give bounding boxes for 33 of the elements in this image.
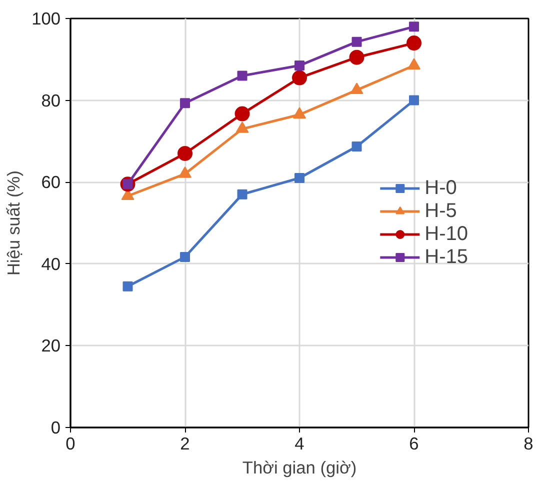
y-tick-label: 100	[32, 8, 61, 28]
point	[294, 173, 304, 184]
y-axis-title: Hiệu suất (%)	[4, 170, 24, 276]
point	[352, 142, 362, 152]
point	[237, 189, 248, 200]
point	[294, 60, 304, 71]
y-tick-label: 40	[41, 254, 61, 274]
legend-label: H-15	[424, 246, 468, 268]
point	[122, 281, 133, 292]
legend-label: H-10	[424, 222, 468, 246]
legend-label: H-0	[424, 176, 457, 200]
point	[409, 95, 419, 106]
y-tick-label: 80	[41, 90, 61, 110]
x-tick-label: 6	[409, 434, 419, 454]
x-axis-title: Thời gian (giờ)	[242, 458, 357, 478]
x-tick-label: 0	[66, 434, 76, 454]
x-tick-label: 2	[180, 434, 190, 454]
y-tick-label: 20	[41, 336, 61, 356]
point	[180, 98, 190, 108]
x-tick-label: 4	[294, 434, 305, 454]
point	[180, 252, 190, 262]
point	[349, 50, 364, 65]
y-tick-label: 0	[50, 418, 61, 438]
point	[406, 36, 422, 51]
point	[409, 22, 419, 32]
point	[352, 36, 362, 47]
point	[292, 70, 307, 86]
y-tick-label: 60	[41, 172, 61, 192]
point	[237, 70, 248, 81]
x-tick-label: 8	[524, 434, 534, 454]
point	[178, 146, 192, 161]
legend-label: H-5	[424, 200, 457, 222]
point	[234, 106, 250, 122]
